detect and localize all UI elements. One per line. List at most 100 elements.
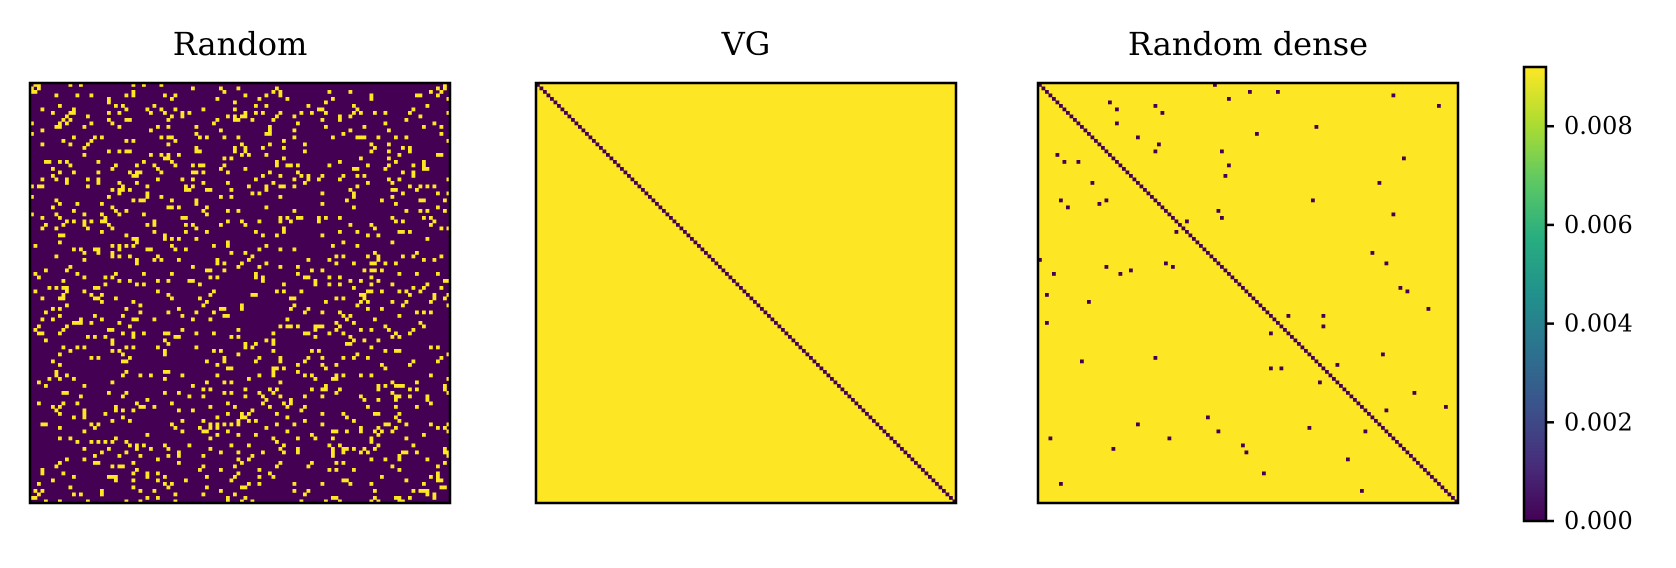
heatmap-cell xyxy=(89,356,94,360)
heatmap-diagonal-cell xyxy=(1318,363,1322,367)
heatmap-cell xyxy=(54,198,59,203)
heatmap-cell xyxy=(422,167,426,171)
heatmap-cell xyxy=(226,401,230,406)
heatmap-cell xyxy=(142,282,146,287)
heatmap-cell xyxy=(208,436,213,441)
heatmap-cell xyxy=(341,314,346,318)
heatmap-diagonal-cell xyxy=(718,265,722,269)
heatmap-cell xyxy=(271,349,276,353)
heatmap-cell xyxy=(110,254,115,259)
heatmap-cell xyxy=(331,450,335,455)
heatmap-diagonal-cell xyxy=(861,408,866,413)
heatmap-cell xyxy=(187,111,192,115)
heatmap-cell xyxy=(121,184,125,189)
heatmap-cell xyxy=(215,433,220,437)
heatmap-cell xyxy=(401,499,405,504)
heatmap-cell xyxy=(334,496,339,500)
heatmap-cell xyxy=(303,142,307,147)
heatmap-cell xyxy=(359,373,363,378)
heatmap-cell xyxy=(436,426,440,430)
heatmap-diagonal-cell xyxy=(1346,391,1350,395)
heatmap-diagonal-cell xyxy=(585,132,589,136)
heatmap-diagonal-cell xyxy=(1209,254,1214,259)
heatmap-cell xyxy=(233,118,237,122)
heatmap-cell xyxy=(124,370,129,374)
heatmap-cell xyxy=(68,118,73,122)
heatmap-cell xyxy=(201,492,206,497)
heatmap-cell xyxy=(418,321,423,325)
heatmap-cell xyxy=(443,426,447,430)
heatmap-cell xyxy=(145,496,150,500)
heatmap-cell xyxy=(264,153,269,157)
heatmap-diagonal-cell xyxy=(1216,261,1221,266)
heatmap-cell xyxy=(1136,135,1140,140)
heatmap-cell xyxy=(1216,429,1221,434)
heatmap-cell xyxy=(58,160,62,164)
heatmap-cell xyxy=(47,160,52,164)
heatmap-cell xyxy=(401,303,405,308)
heatmap-cell xyxy=(40,216,45,220)
heatmap-diagonal-cell xyxy=(1402,447,1406,451)
heatmap-cell xyxy=(191,384,195,388)
heatmap-cell xyxy=(334,429,339,434)
heatmap-cell xyxy=(233,405,237,409)
heatmap-cell xyxy=(110,205,115,210)
heatmap-cell xyxy=(247,412,251,416)
heatmap-cell xyxy=(310,387,314,392)
heatmap-diagonal-cell xyxy=(1132,177,1137,182)
heatmap-cell xyxy=(425,489,430,493)
heatmap-cell xyxy=(1129,268,1133,273)
heatmap-cell xyxy=(124,499,129,504)
heatmap-cell xyxy=(387,156,391,161)
heatmap-cell xyxy=(401,254,405,259)
heatmap-diagonal-cell xyxy=(651,198,656,203)
heatmap-cell xyxy=(33,496,38,500)
heatmap-diagonal-cell xyxy=(728,275,733,280)
heatmap-cell xyxy=(366,356,370,360)
heatmap-cell xyxy=(443,296,447,301)
heatmap-cell xyxy=(383,167,388,171)
heatmap-cell xyxy=(30,121,34,126)
heatmap-cell xyxy=(362,293,367,297)
heatmap-cell xyxy=(86,114,90,119)
heatmap-cell xyxy=(278,324,283,329)
heatmap-cell xyxy=(1059,482,1063,486)
heatmap-cell xyxy=(100,135,104,140)
heatmap-cell xyxy=(289,401,293,406)
heatmap-cell xyxy=(1241,443,1245,448)
heatmap-cell xyxy=(180,419,185,423)
heatmap-cell xyxy=(348,188,353,192)
heatmap-cell xyxy=(299,499,304,504)
colorbar-tick-label: 0.008 xyxy=(1564,112,1633,140)
heatmap-diagonal-cell xyxy=(1195,240,1200,245)
heatmap-diagonal-cell xyxy=(1293,338,1298,343)
heatmap-cell xyxy=(278,93,283,98)
heatmap-cell xyxy=(408,111,412,115)
heatmap-diagonal-cell xyxy=(1440,485,1445,490)
heatmap-cell xyxy=(40,468,45,472)
heatmap-diagonal-cell xyxy=(1286,331,1291,336)
heatmap-cell xyxy=(348,128,353,133)
heatmap-cell xyxy=(166,447,171,451)
heatmap-cell xyxy=(194,170,199,175)
heatmap-cell xyxy=(229,335,234,339)
heatmap-cell xyxy=(415,450,419,455)
heatmap-cell xyxy=(390,240,395,245)
heatmap-diagonal-cell xyxy=(928,475,932,479)
heatmap-cell xyxy=(163,331,167,336)
heatmap-cell xyxy=(163,352,167,357)
heatmap-diagonal-cell xyxy=(1167,212,1172,217)
heatmap-cell xyxy=(376,443,381,448)
heatmap-cell xyxy=(373,496,377,500)
heatmap-cell xyxy=(443,83,447,87)
heatmap-cell xyxy=(131,408,136,413)
heatmap-cell xyxy=(61,223,66,227)
heatmap-cell xyxy=(212,121,216,126)
heatmap-diagonal-cell xyxy=(802,349,806,353)
heatmap-cell xyxy=(131,335,136,339)
heatmap-cell xyxy=(397,177,402,182)
heatmap-cell xyxy=(72,209,76,213)
heatmap-cell xyxy=(446,177,451,182)
heatmap-cell xyxy=(40,471,45,476)
heatmap-cell xyxy=(208,422,213,427)
